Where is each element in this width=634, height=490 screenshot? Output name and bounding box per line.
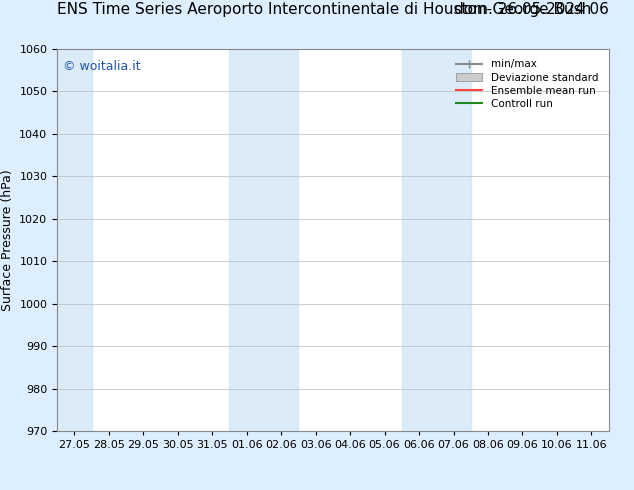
Bar [402, 49, 470, 431]
Legend: min/max, Deviazione standard, Ensemble mean run, Controll run: min/max, Deviazione standard, Ensemble m… [451, 54, 604, 114]
Text: ENS Time Series Aeroporto Intercontinentale di Houston-George Bush: ENS Time Series Aeroporto Intercontinent… [57, 2, 592, 17]
Bar [230, 49, 299, 431]
Text: dom. 26.05.2024 06: dom. 26.05.2024 06 [454, 2, 609, 17]
Y-axis label: Surface Pressure (hPa): Surface Pressure (hPa) [1, 169, 14, 311]
Text: © woitalia.it: © woitalia.it [63, 60, 140, 74]
Bar [57, 49, 91, 431]
